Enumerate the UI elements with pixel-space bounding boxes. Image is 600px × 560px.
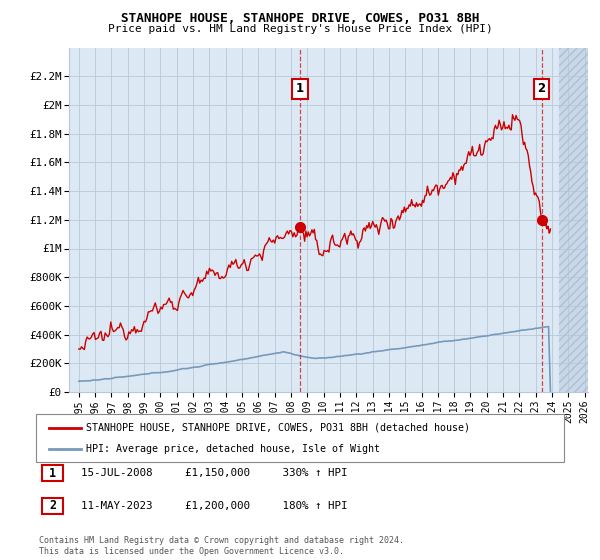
Text: 15-JUL-2008     £1,150,000     330% ↑ HPI: 15-JUL-2008 £1,150,000 330% ↑ HPI: [81, 468, 347, 478]
Text: 1: 1: [49, 466, 56, 480]
Bar: [559, 48, 588, 392]
Text: Contains HM Land Registry data © Crown copyright and database right 2024.
This d: Contains HM Land Registry data © Crown c…: [39, 536, 404, 556]
Bar: [559, 48, 588, 392]
Text: STANHOPE HOUSE, STANHOPE DRIVE, COWES, PO31 8BH: STANHOPE HOUSE, STANHOPE DRIVE, COWES, P…: [121, 12, 479, 25]
Text: STANHOPE HOUSE, STANHOPE DRIVE, COWES, PO31 8BH (detached house): STANHOPE HOUSE, STANHOPE DRIVE, COWES, P…: [86, 423, 470, 433]
Text: 2: 2: [49, 499, 56, 512]
FancyBboxPatch shape: [42, 498, 64, 514]
FancyBboxPatch shape: [36, 414, 564, 462]
Text: Price paid vs. HM Land Registry's House Price Index (HPI): Price paid vs. HM Land Registry's House …: [107, 24, 493, 34]
Text: 11-MAY-2023     £1,200,000     180% ↑ HPI: 11-MAY-2023 £1,200,000 180% ↑ HPI: [81, 501, 347, 511]
FancyBboxPatch shape: [42, 465, 64, 481]
Text: 2: 2: [538, 82, 546, 95]
Text: HPI: Average price, detached house, Isle of Wight: HPI: Average price, detached house, Isle…: [86, 444, 380, 454]
Text: 1: 1: [296, 82, 304, 95]
